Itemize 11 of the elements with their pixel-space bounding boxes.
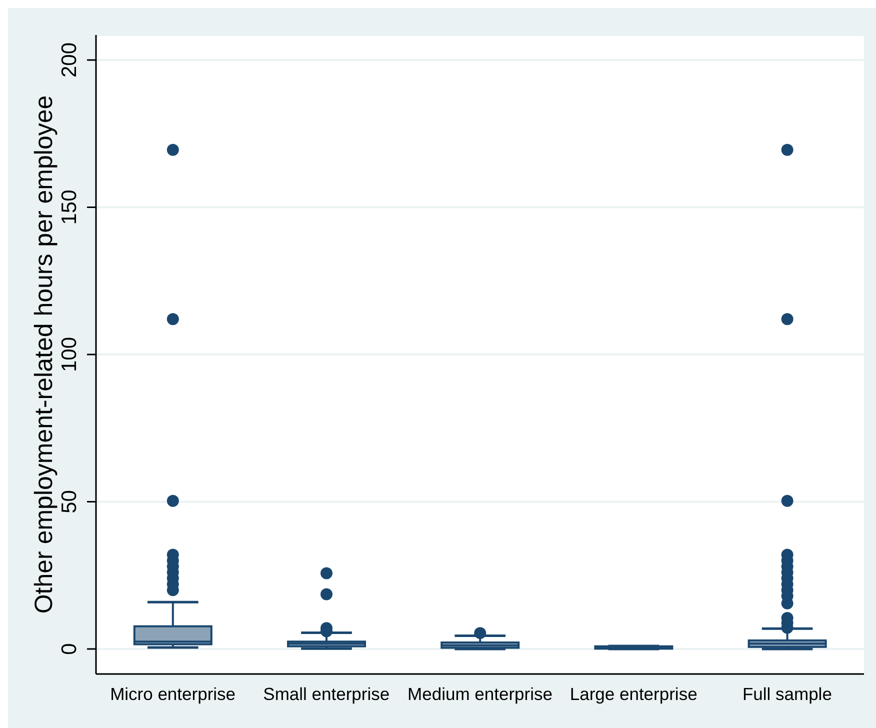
y-tick-label: 150 <box>58 190 81 225</box>
y-tick-label: 100 <box>58 336 81 372</box>
x-tick-label: Micro enterprise <box>110 684 236 704</box>
x-tick-label: Medium enterprise <box>408 684 552 704</box>
y-tick-label: 50 <box>58 490 81 514</box>
x-tick-label: Full sample <box>742 684 832 704</box>
y-tick-label: 200 <box>58 42 81 78</box>
y-axis-title: Other employment-related hours per employee <box>30 95 58 614</box>
x-tick-label: Small enterprise <box>263 684 390 704</box>
x-tick-label: Large enterprise <box>570 684 698 704</box>
y-tick-label: 0 <box>58 643 81 655</box>
